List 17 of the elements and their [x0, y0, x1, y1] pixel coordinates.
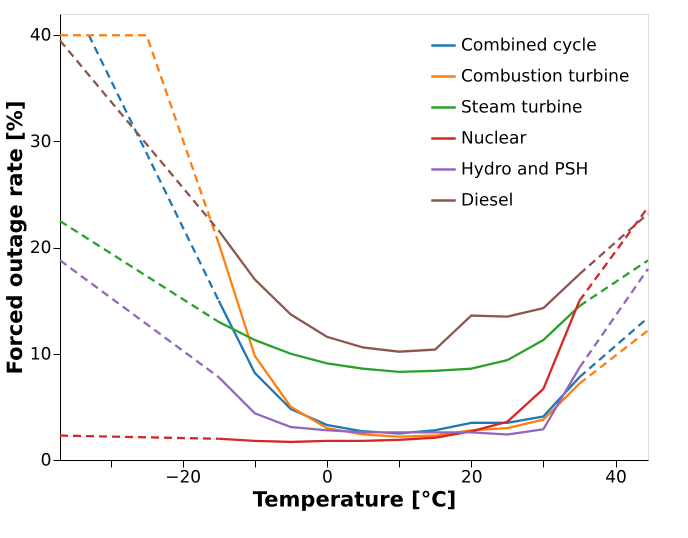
y-tick-label: 40 [30, 26, 52, 46]
legend-label: Combustion turbine [461, 66, 630, 86]
legend-label: Diesel [461, 190, 514, 210]
x-tick-label: 20 [460, 468, 483, 488]
legend-label: Hydro and PSH [461, 160, 588, 180]
x-axis-title: Temperature [°C] [252, 488, 456, 512]
legend-label: Nuclear [461, 128, 526, 148]
y-tick-label: 0 [40, 450, 52, 470]
y-tick-label: 10 [30, 344, 52, 364]
y-tick-label: 30 [30, 132, 52, 152]
legend-label: Steam turbine [461, 98, 582, 118]
x-tick-label: 40 [605, 468, 627, 488]
x-tick-label: 0 [322, 468, 333, 488]
legend-label: Combined cycle [461, 36, 597, 56]
y-tick-label: 20 [30, 238, 52, 258]
y-axis-title: Forced outage rate [%] [2, 100, 27, 374]
x-tick-label: −20 [165, 468, 202, 488]
